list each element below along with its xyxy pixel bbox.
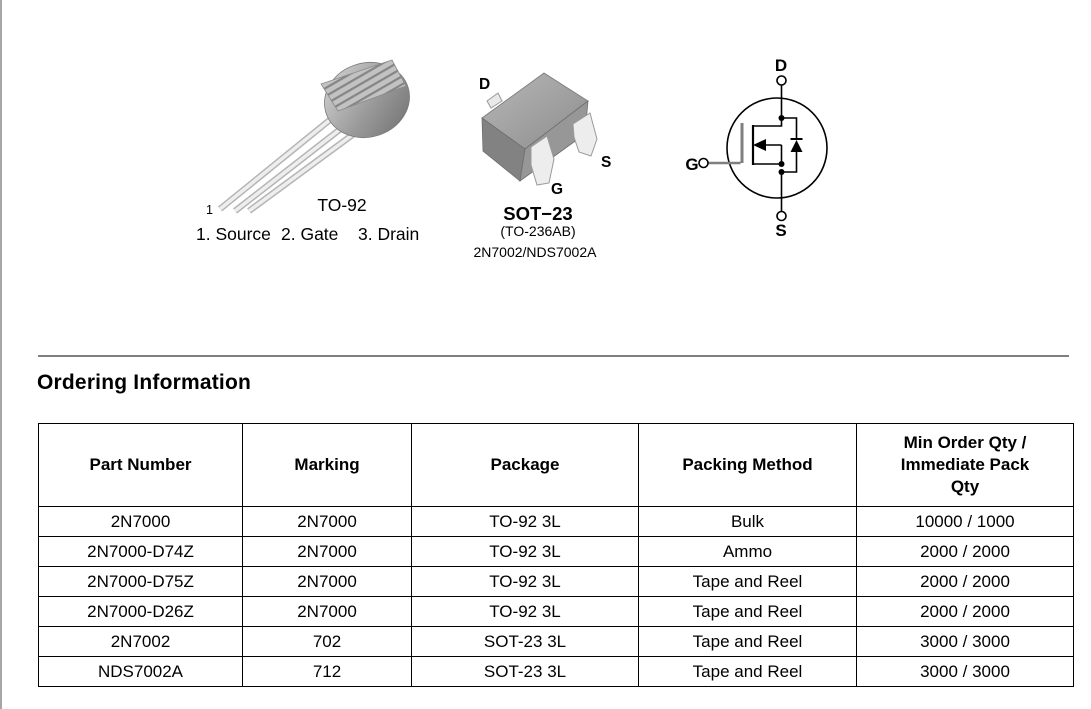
table-row: NDS7002A 712 SOT-23 3L Tape and Reel 300…: [38, 656, 1074, 687]
cell-marking: 712: [242, 656, 412, 687]
symbol-drain-terminal: [776, 75, 787, 86]
table-row: 2N7000-D74Z 2N7000 TO-92 3L Ammo 2000 / …: [38, 536, 1074, 567]
sot23-package-label: SOT−23: [503, 203, 572, 224]
cell-part-number: 2N7000: [38, 506, 243, 537]
cell-qty: 2000 / 2000: [856, 566, 1074, 597]
cell-qty: 3000 / 3000: [856, 656, 1074, 687]
cell-marking: 2N7000: [242, 596, 412, 627]
sot23-lead-d: [486, 92, 503, 109]
to92-body-hatched-top: [320, 59, 407, 112]
cell-package: TO-92 3L: [411, 506, 639, 537]
cell-qty: 10000 / 1000: [856, 506, 1074, 537]
symbol-source-label: S: [775, 221, 786, 240]
to92-package-figure: 1 TO-92 1. Source 2. Gate 3. Drain: [196, 59, 419, 244]
cell-packing-method: Tape and Reel: [638, 626, 857, 657]
cell-marking: 702: [242, 626, 412, 657]
cell-package: TO-92 3L: [411, 566, 639, 597]
sot23-package-figure: D S G SOT−23 (TO-236AB) 2N7002/NDS7002A: [474, 72, 611, 260]
cell-packing-method: Tape and Reel: [638, 566, 857, 597]
cell-part-number: 2N7000-D75Z: [38, 566, 243, 597]
sot23-pin-d-label: D: [479, 76, 490, 93]
cell-qty: 2000 / 2000: [856, 536, 1074, 567]
symbol-envelope-circle: [726, 97, 828, 199]
cell-part-number: 2N7000-D26Z: [38, 596, 243, 627]
package-figures-svg: 1 TO-92 1. Source 2. Gate 3. Drain D S G…: [196, 56, 828, 260]
symbol-gate-label: G: [685, 155, 698, 174]
cell-marking: 2N7000: [242, 506, 412, 537]
sot23-lead-g: [530, 135, 555, 186]
cell-package: SOT-23 3L: [411, 656, 639, 687]
table-row: 2N7000-D26Z 2N7000 TO-92 3L Tape and Ree…: [38, 596, 1074, 627]
cell-package: SOT-23 3L: [411, 626, 639, 657]
cell-qty: 2000 / 2000: [856, 596, 1074, 627]
cell-packing-method: Tape and Reel: [638, 596, 857, 627]
symbol-source-junction-dot: [778, 161, 785, 167]
cell-part-number: 2N7002: [38, 626, 243, 657]
to92-leads: [217, 116, 357, 214]
cell-part-number: NDS7002A: [38, 656, 243, 687]
symbol-gate: [708, 123, 744, 165]
table-header-row: Part Number Marking Package Packing Meth…: [38, 423, 1074, 507]
page-left-edge-line: [0, 0, 2, 709]
col-header-packing-method: Packing Method: [638, 423, 857, 507]
cell-package: TO-92 3L: [411, 536, 639, 567]
cell-packing-method: Bulk: [638, 506, 857, 537]
symbol-body-diode: [781, 117, 803, 173]
to92-pin-function-1: 1. Source: [196, 224, 271, 244]
cell-qty: 3000 / 3000: [856, 626, 1074, 657]
sot23-pin-g-label: G: [551, 181, 563, 198]
table-row: 2N7002 702 SOT-23 3L Tape and Reel 3000 …: [38, 626, 1074, 657]
col-header-min-order-qty: Min Order Qty / Immediate Pack Qty: [856, 423, 1074, 507]
sot23-pin-s-label: S: [601, 154, 611, 171]
mosfet-symbol-figure: D G S: [685, 56, 828, 240]
sot23-jedec-label: (TO-236AB): [500, 223, 575, 239]
cell-packing-method: Ammo: [638, 536, 857, 567]
section-title: Ordering Information: [37, 371, 251, 394]
section-divider-rule: [38, 355, 1069, 357]
col-header-marking: Marking: [242, 423, 412, 507]
cell-package: TO-92 3L: [411, 596, 639, 627]
sot23-lead-s: [572, 112, 598, 157]
to92-pin-function-3: 3. Drain: [358, 224, 419, 244]
cell-part-number: 2N7000-D74Z: [38, 536, 243, 567]
symbol-body-arrow: [753, 139, 766, 151]
to92-pin1-number: 1: [206, 203, 213, 217]
table-row: 2N7000 2N7000 TO-92 3L Bulk 10000 / 1000: [38, 506, 1074, 537]
symbol-gate-terminal: [698, 157, 709, 169]
cell-marking: 2N7000: [242, 536, 412, 567]
to92-body: [320, 59, 410, 138]
cell-marking: 2N7000: [242, 566, 412, 597]
col-header-package: Package: [411, 423, 639, 507]
sot23-part-numbers-label: 2N7002/NDS7002A: [474, 244, 598, 260]
to92-pin-function-2: 2. Gate: [281, 224, 338, 244]
cell-packing-method: Tape and Reel: [638, 656, 857, 687]
table-row: 2N7000-D75Z 2N7000 TO-92 3L Tape and Ree…: [38, 566, 1074, 597]
symbol-source-terminal: [776, 210, 787, 222]
to92-package-label: TO-92: [317, 195, 366, 215]
ordering-information-table: Part Number Marking Package Packing Meth…: [38, 423, 1074, 687]
col-header-part-number: Part Number: [38, 423, 243, 507]
symbol-drain-label: D: [775, 56, 787, 75]
